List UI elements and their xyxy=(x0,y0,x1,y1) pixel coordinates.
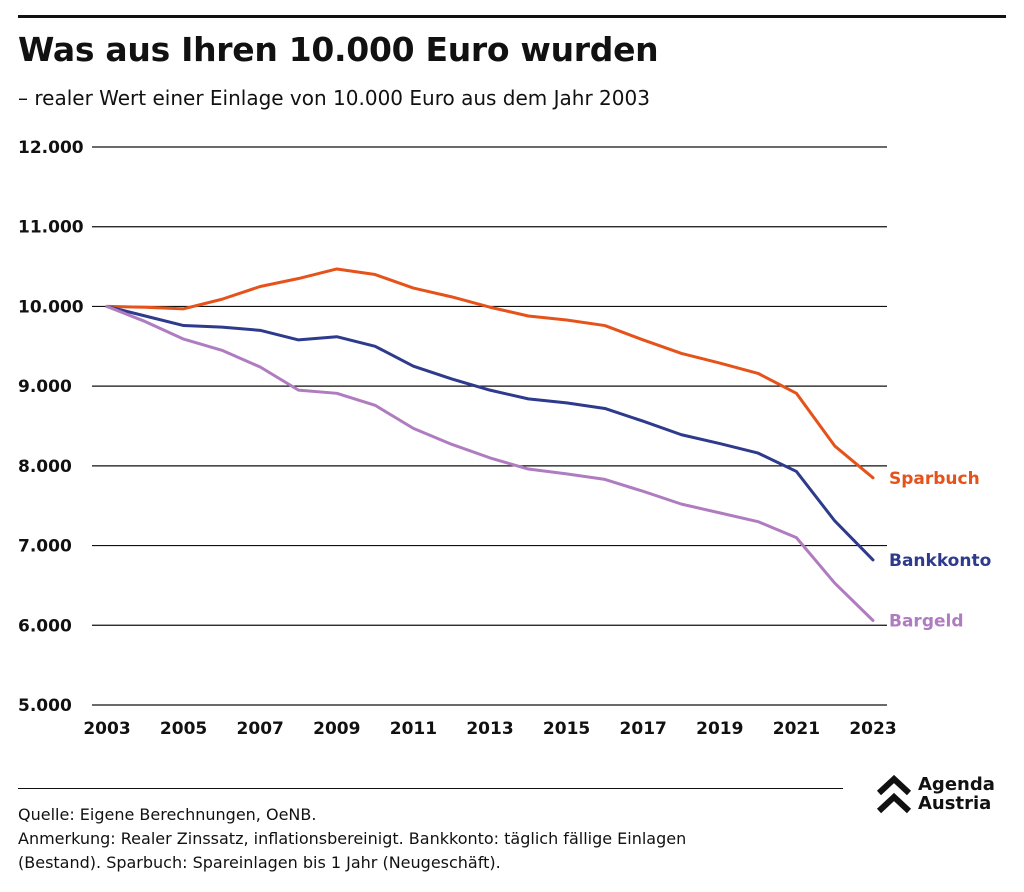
y-tick-label: 6.000 xyxy=(18,616,72,636)
series-line-sparbuch xyxy=(105,267,875,480)
chart-title: Was aus Ihren 10.000 Euro wurden xyxy=(18,30,659,69)
footer-rule xyxy=(18,788,843,789)
logo-line-1: Agenda xyxy=(918,774,995,795)
series-line-bankkonto xyxy=(105,304,875,562)
logo-text: Agenda Austria xyxy=(918,775,995,813)
y-tick-label: 8.000 xyxy=(18,457,72,477)
x-tick-label: 2015 xyxy=(543,719,590,739)
x-tick-label: 2013 xyxy=(466,719,513,739)
top-rule xyxy=(18,15,1006,18)
footer-notes: Quelle: Eigene Berechnungen, OeNB. Anmer… xyxy=(18,803,686,875)
x-tick-label: 2011 xyxy=(390,719,437,739)
x-tick-label: 2017 xyxy=(620,719,667,739)
series-label-bankkonto: Bankkonto xyxy=(889,551,991,571)
x-tick-label: 2005 xyxy=(160,719,207,739)
y-tick-label: 10.000 xyxy=(18,297,84,317)
x-tick-label: 2003 xyxy=(83,719,130,739)
series-line-bargeld xyxy=(105,304,875,623)
remark-note-line-1: Anmerkung: Realer Zinssatz, inflationsbe… xyxy=(18,829,687,848)
series-label-sparbuch: Sparbuch xyxy=(889,469,980,489)
y-tick-label: 9.000 xyxy=(18,377,72,397)
agenda-austria-logo: Agenda Austria xyxy=(876,774,1011,815)
y-tick-label: 5.000 xyxy=(18,696,72,716)
remark-note-line-2: (Bestand). Sparbuch: Spareinlagen bis 1 … xyxy=(18,853,501,872)
y-tick-label: 12.000 xyxy=(18,138,84,158)
x-tick-label: 2023 xyxy=(849,719,896,739)
x-tick-label: 2019 xyxy=(696,719,743,739)
series-label-bargeld: Bargeld xyxy=(889,612,964,632)
source-note: Quelle: Eigene Berechnungen, OeNB. xyxy=(18,805,317,824)
x-tick-label: 2021 xyxy=(773,719,820,739)
y-tick-label: 11.000 xyxy=(18,218,84,238)
double-chevron-up-icon xyxy=(876,774,912,814)
y-tick-label: 7.000 xyxy=(18,537,72,557)
x-tick-label: 2007 xyxy=(237,719,284,739)
x-tick-label: 2009 xyxy=(313,719,360,739)
chart-subtitle: – realer Wert einer Einlage von 10.000 E… xyxy=(18,86,650,110)
logo-line-2: Austria xyxy=(918,793,992,814)
